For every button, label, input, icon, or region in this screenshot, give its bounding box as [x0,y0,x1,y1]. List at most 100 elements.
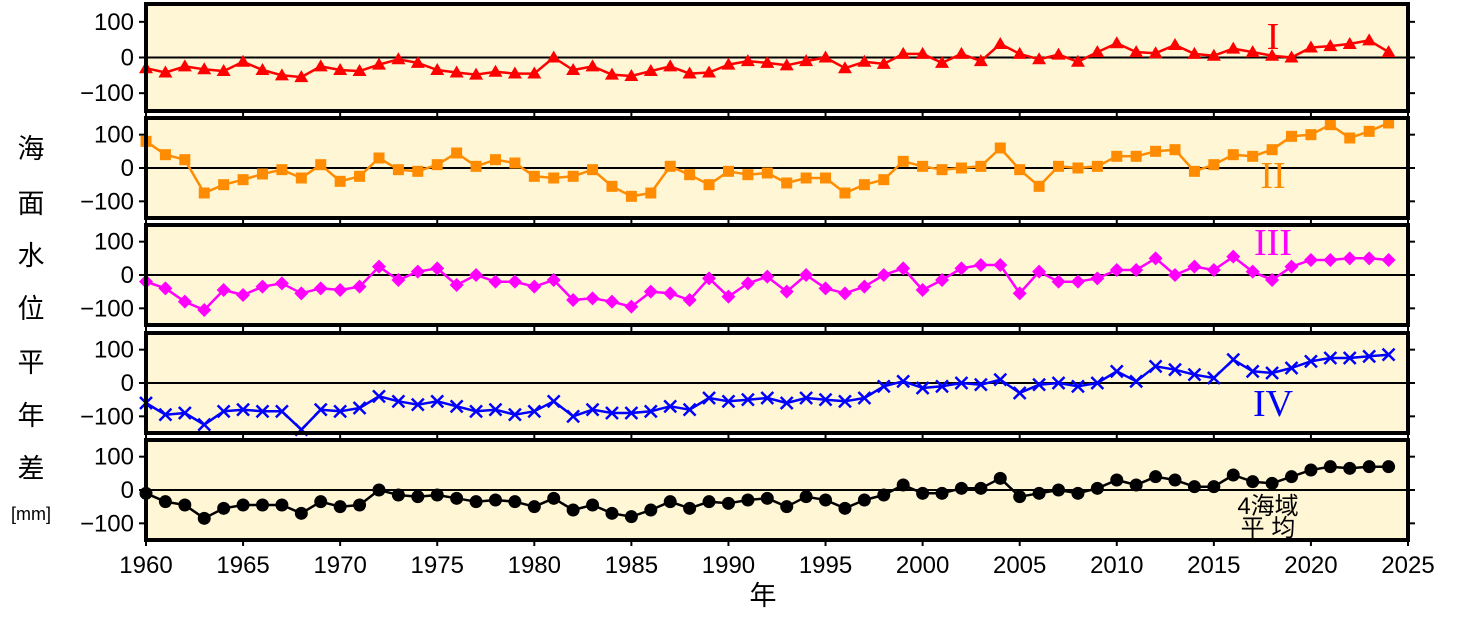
data-point [1381,45,1396,58]
data-point [742,169,754,181]
data-point [1053,160,1065,172]
data-point [256,168,268,180]
data-point [973,258,988,272]
data-point [740,54,755,67]
data-point [451,147,463,159]
data-point [1187,480,1201,494]
data-point [546,273,561,287]
panel-frame [144,438,1410,542]
data-point [255,279,270,294]
data-point [857,391,872,405]
y-tick-label: −100 [80,80,134,107]
data-point [935,486,949,500]
y-axis-unit: [mm] [11,504,51,524]
data-point [1051,47,1066,60]
data-point [896,374,911,389]
cross-stroke [1265,366,1279,380]
data-point [1304,354,1318,369]
data-point [1168,473,1182,487]
data-point [275,498,289,512]
data-point [412,165,424,177]
x-tick-label: 1975 [411,552,464,579]
data-point [430,261,445,276]
data-point [587,164,599,176]
data-point [333,500,347,514]
data-point [1303,40,1318,53]
data-point [527,279,542,294]
data-point [799,490,813,504]
data-point [509,157,521,169]
x-tick-label: 1960 [119,552,172,579]
data-point [1149,470,1163,484]
data-point [624,510,638,524]
data-point [857,279,872,294]
data-point [1168,362,1182,377]
data-point [546,50,561,63]
y-tick-label: −100 [80,295,134,322]
cross-stroke [1342,351,1357,365]
x-tick-label: 1965 [216,552,269,579]
data-point [585,402,600,417]
data-point [799,54,814,67]
data-point [1148,46,1163,59]
data-point [430,394,445,409]
data-point [837,286,852,301]
y-axis-title-char: 位 [18,294,45,324]
data-point [197,511,211,525]
data-point [352,279,367,294]
data-point [1148,359,1163,374]
cross-stroke [702,391,716,405]
data-point [371,57,386,70]
data-point [1090,481,1104,495]
data-point [528,170,540,182]
data-point [624,406,639,420]
data-point [624,69,639,82]
data-point [1168,38,1183,51]
y-tick-label: 0 [121,45,134,72]
data-point [566,62,581,75]
data-point [158,65,173,78]
data-point [780,500,794,514]
data-point [1129,263,1144,277]
cross-stroke [896,374,911,389]
data-point [954,46,969,59]
data-point [1303,253,1318,267]
data-point [430,62,445,75]
data-point [197,417,212,432]
data-point [449,278,464,292]
cross-stroke [508,407,522,422]
data-point [508,495,522,509]
data-point [954,481,968,495]
data-point [682,293,697,307]
data-point [197,303,212,317]
data-point [391,52,406,65]
data-point [1324,119,1336,131]
data-point [643,64,658,77]
region-label: III [1254,222,1292,264]
data-point [877,488,891,502]
data-point [177,406,192,420]
data-point [993,258,1008,272]
data-point [255,404,270,419]
data-point [236,402,250,417]
panel-frame [144,116,1410,220]
data-point [1071,379,1085,394]
data-point [236,54,251,67]
data-point [896,478,910,492]
x-tick-label: 2025 [1381,552,1434,579]
data-point [935,379,949,394]
data-point [1383,117,1395,129]
data-point [507,274,522,289]
cross-stroke [993,372,1008,387]
data-point [1381,347,1396,362]
data-point [313,402,328,417]
data-point [159,149,171,161]
data-point [449,65,464,78]
cross-stroke [197,417,212,432]
data-point [625,190,637,202]
data-point [469,268,484,282]
data-point [1130,150,1142,162]
data-point [1305,129,1317,141]
data-point [1051,376,1066,390]
